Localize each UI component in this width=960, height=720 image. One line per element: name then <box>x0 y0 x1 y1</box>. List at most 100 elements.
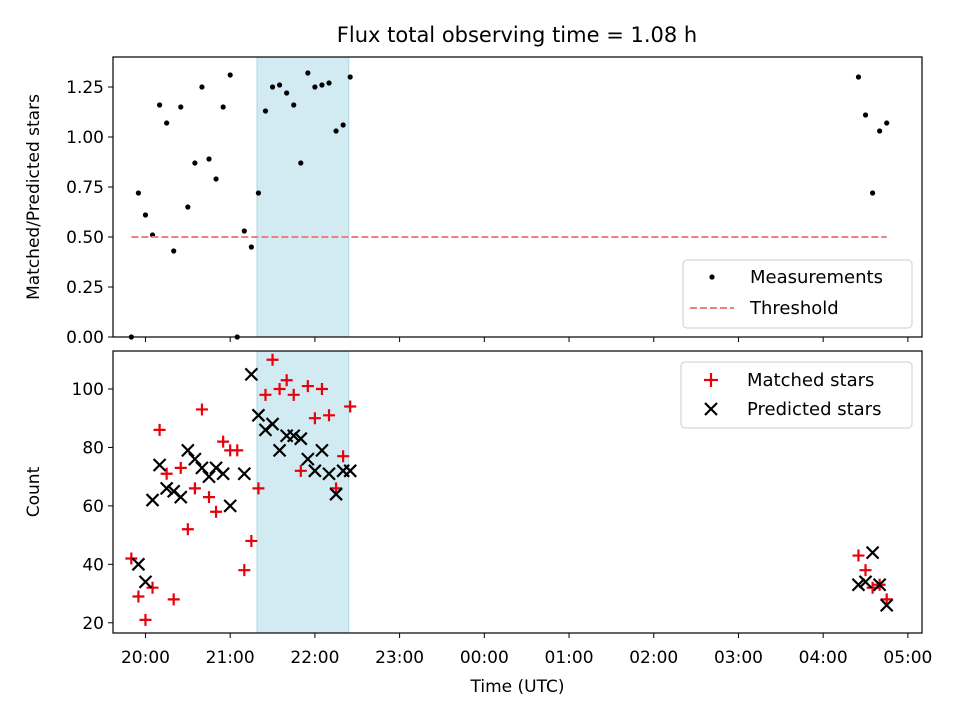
matched-star-point <box>125 552 138 565</box>
legend-measurements-marker <box>709 274 715 280</box>
measurement-point <box>277 82 283 88</box>
matched-star-point <box>167 593 180 606</box>
predicted-star-point <box>858 575 873 589</box>
y-tick-label: 1.00 <box>66 128 104 148</box>
matched-star-point <box>181 523 194 536</box>
predicted-star-point <box>138 575 153 589</box>
matched-star-point <box>880 593 893 606</box>
x-tick-label: 03:00 <box>714 648 763 668</box>
predicted-star-point <box>131 557 146 572</box>
predicted-star-point <box>308 464 322 478</box>
measurement-point <box>291 102 297 108</box>
matched-star-point <box>132 590 145 603</box>
matched-star-point <box>330 482 343 495</box>
measurement-point <box>255 190 262 196</box>
matched-star-point <box>337 450 350 463</box>
measurement-point <box>884 120 890 126</box>
matched-star-point <box>174 461 187 474</box>
predicted-star-point <box>329 487 343 501</box>
predicted-star-point <box>865 545 880 560</box>
measurement-point <box>185 204 191 210</box>
y-tick-label: 0.00 <box>66 328 104 348</box>
predicted-star-point <box>315 443 329 458</box>
predicted-star-point <box>181 443 195 458</box>
predicted-star-point <box>294 431 308 446</box>
measurement-point <box>227 72 233 78</box>
y-axis-label: Matched/Predicted stars <box>24 94 44 300</box>
matched-star-point <box>852 549 865 562</box>
matched-star-point <box>859 564 872 577</box>
matched-star-point <box>153 423 166 436</box>
chart-title: Flux total observing time = 1.08 h <box>337 23 697 47</box>
predicted-star-point <box>286 428 301 443</box>
predicted-star-point <box>251 408 266 423</box>
measurement-point <box>164 120 170 126</box>
matched-star-point <box>238 564 251 577</box>
measurement-point <box>178 104 184 110</box>
matched-star-point <box>188 482 201 495</box>
legend-measurements-label: Measurements <box>750 267 883 288</box>
y-tick-label: 1.25 <box>66 78 104 98</box>
measurement-point <box>171 248 177 254</box>
measurement-point <box>199 84 205 90</box>
measurement-point <box>305 70 311 76</box>
matched-star-point <box>245 534 258 547</box>
measurement-point <box>877 128 883 134</box>
matched-star-point <box>344 400 357 413</box>
measurement-point <box>220 104 226 110</box>
matched-star-point <box>210 505 223 518</box>
measurement-point <box>206 156 212 162</box>
measurement-point <box>855 74 862 80</box>
matched-star-point <box>146 581 159 594</box>
predicted-star-point <box>851 578 866 592</box>
x-tick-label: 21:00 <box>206 648 255 668</box>
measurement-point <box>340 122 346 128</box>
legend-predicted-label: Predicted stars <box>747 399 881 420</box>
legend-predicted-marker <box>704 402 718 416</box>
x-tick-label: 02:00 <box>629 648 678 668</box>
y-tick-label: 80 <box>82 438 104 458</box>
matched-star-point <box>273 382 286 395</box>
measurement-point <box>869 190 876 196</box>
bottom-legend-box <box>680 361 913 429</box>
measurement-point <box>326 80 332 86</box>
matched-star-point <box>266 353 279 366</box>
measurement-point <box>241 228 247 234</box>
y-tick-label: 20 <box>82 614 104 634</box>
predicted-star-point <box>265 417 280 431</box>
matched-star-point <box>323 409 336 422</box>
measurement-point <box>284 90 290 96</box>
y-tick-label: 0.75 <box>66 178 104 198</box>
predicted-star-point <box>237 466 252 481</box>
predicted-star-point <box>188 452 202 466</box>
predicted-star-point <box>301 452 315 466</box>
predicted-star-point <box>879 598 894 613</box>
measurement-point <box>192 160 198 166</box>
matched-star-point <box>294 464 307 477</box>
measurement-point <box>319 82 325 88</box>
matched-star-point <box>252 482 265 495</box>
x-tick-label: 23:00 <box>375 648 424 668</box>
matched-star-point <box>231 444 244 457</box>
y-axis-label: Count <box>24 466 44 517</box>
measurement-point <box>156 102 163 108</box>
measurement-point <box>262 108 269 114</box>
matched-star-point <box>217 435 230 448</box>
measurement-point <box>862 112 869 118</box>
predicted-star-point <box>145 493 160 507</box>
matched-star-point <box>280 374 293 387</box>
predicted-star-point <box>195 461 209 475</box>
predicted-star-point <box>343 464 357 478</box>
measurement-point <box>135 190 142 196</box>
bottom-legend: Matched stars Predicted stars <box>680 361 913 429</box>
measurement-point <box>269 84 276 90</box>
predicted-star-point <box>872 578 887 592</box>
matched-star-point <box>315 382 328 395</box>
measurement-point <box>298 160 304 166</box>
y-tick-label: 0.50 <box>66 228 104 248</box>
matched-star-point <box>139 613 152 626</box>
x-tick-label: 00:00 <box>460 648 509 668</box>
measurement-point <box>312 84 318 90</box>
legend-matched-marker <box>704 373 718 387</box>
legend-matched-label: Matched stars <box>747 370 874 391</box>
